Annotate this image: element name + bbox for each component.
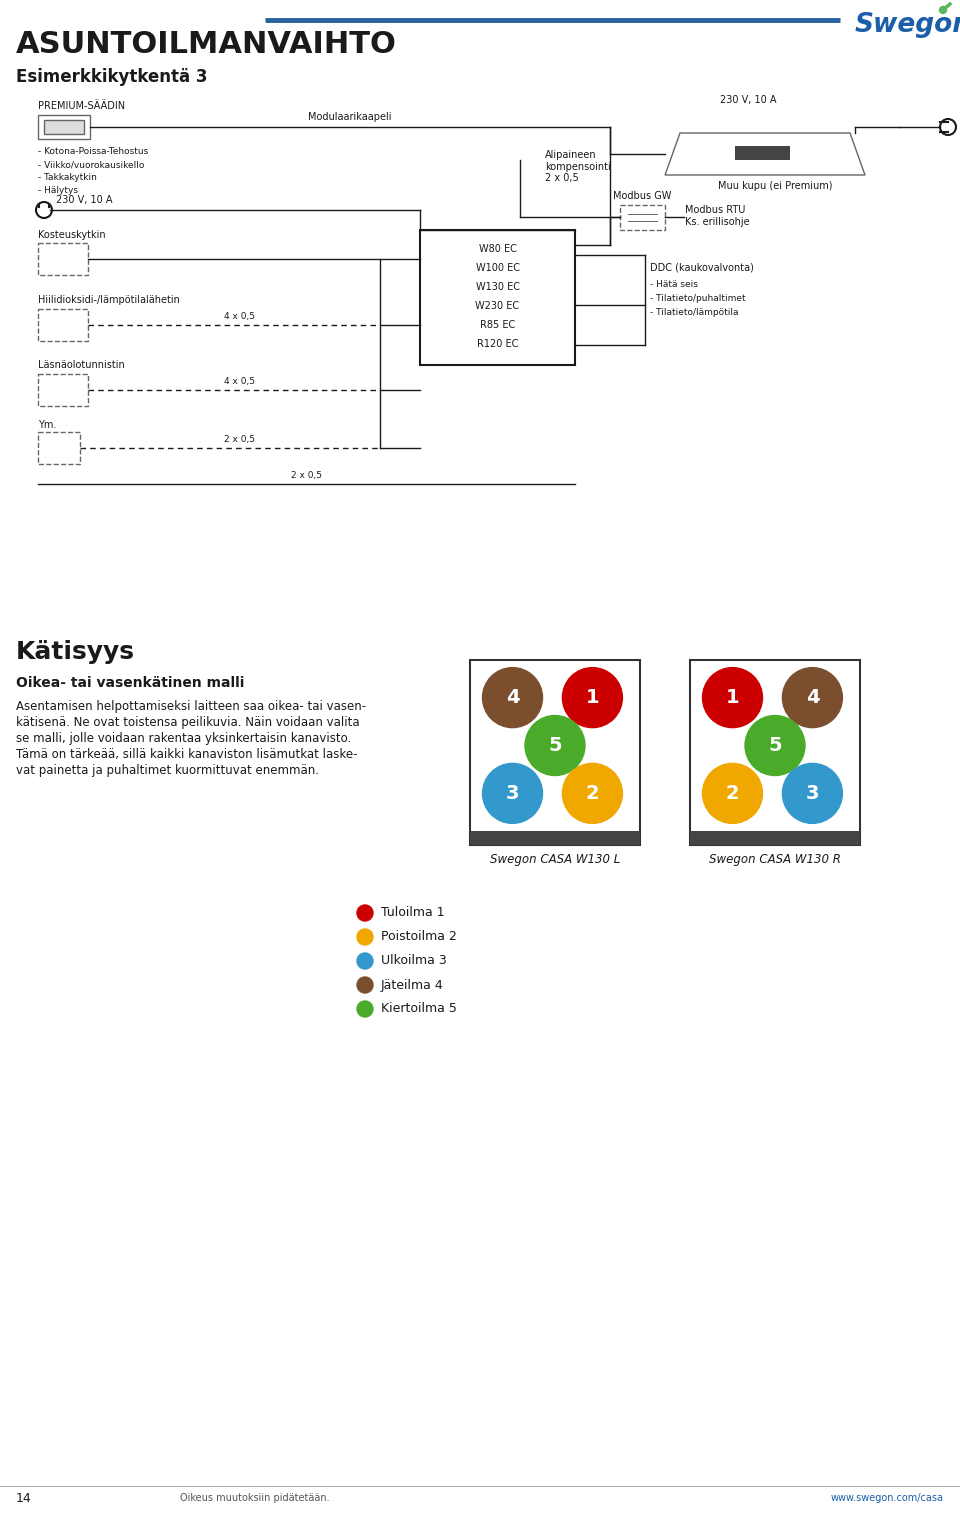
- Text: - Hätä seis: - Hätä seis: [650, 280, 698, 289]
- Text: 2 x 0,5: 2 x 0,5: [291, 471, 322, 480]
- Circle shape: [563, 668, 622, 728]
- Text: W80 EC: W80 EC: [479, 244, 516, 254]
- Text: W130 EC: W130 EC: [475, 282, 519, 292]
- Text: Kiertoilma 5: Kiertoilma 5: [381, 1002, 457, 1016]
- Text: Swegon CASA W130 L: Swegon CASA W130 L: [490, 852, 620, 866]
- Circle shape: [357, 930, 373, 945]
- Text: 1: 1: [586, 689, 599, 707]
- Circle shape: [563, 763, 622, 824]
- Text: 3: 3: [805, 784, 819, 802]
- Text: Läsnäolotunnistin: Läsnäolotunnistin: [38, 360, 125, 369]
- Text: - Tilatieto/lämpötila: - Tilatieto/lämpötila: [650, 307, 738, 316]
- Text: Swegon CASA W130 R: Swegon CASA W130 R: [709, 852, 841, 866]
- Text: Tämä on tärkeää, sillä kaikki kanaviston lisämutkat laske-: Tämä on tärkeää, sillä kaikki kanaviston…: [16, 748, 357, 762]
- Text: 4: 4: [506, 689, 519, 707]
- Circle shape: [782, 668, 843, 728]
- Bar: [38, 431, 80, 463]
- Text: Kätisyys: Kätisyys: [16, 640, 135, 665]
- Circle shape: [357, 952, 373, 969]
- Text: DDC (kaukovalvonta): DDC (kaukovalvonta): [650, 262, 754, 273]
- Text: ASUNTOILMANVAIHTO: ASUNTOILMANVAIHTO: [16, 30, 396, 59]
- Text: Poistoilma 2: Poistoilma 2: [381, 931, 457, 943]
- Text: Asentamisen helpottamiseksi laitteen saa oikea- tai vasen-: Asentamisen helpottamiseksi laitteen saa…: [16, 699, 366, 713]
- Text: - Kotona-Poissa-Tehostus: - Kotona-Poissa-Tehostus: [38, 147, 148, 156]
- Text: W100 EC: W100 EC: [475, 263, 519, 273]
- Text: 2: 2: [726, 784, 739, 802]
- Text: Ulkoilma 3: Ulkoilma 3: [381, 954, 446, 967]
- Bar: [470, 831, 640, 845]
- Circle shape: [782, 763, 843, 824]
- Circle shape: [703, 668, 762, 728]
- Bar: [38, 374, 88, 406]
- Bar: [38, 244, 88, 276]
- Text: se malli, jolle voidaan rakentaa yksinkertaisin kanavisto.: se malli, jolle voidaan rakentaa yksinke…: [16, 731, 351, 745]
- Text: - Tilatieto/puhaltimet: - Tilatieto/puhaltimet: [650, 294, 746, 303]
- Text: 2 x 0,5: 2 x 0,5: [224, 435, 254, 444]
- Text: Modbus GW: Modbus GW: [613, 191, 672, 201]
- Circle shape: [483, 763, 542, 824]
- Text: www.swegon.com/casa: www.swegon.com/casa: [831, 1493, 944, 1503]
- Circle shape: [357, 905, 373, 921]
- Text: Kosteuskytkin: Kosteuskytkin: [38, 230, 106, 241]
- Bar: [690, 831, 860, 845]
- Text: Jäteilma 4: Jäteilma 4: [381, 978, 444, 992]
- Bar: [690, 660, 860, 845]
- Bar: [470, 660, 640, 845]
- Circle shape: [745, 716, 805, 775]
- Text: 5: 5: [768, 736, 781, 755]
- Text: W230 EC: W230 EC: [475, 301, 519, 310]
- Text: Ym.: Ym.: [38, 419, 57, 430]
- Polygon shape: [665, 133, 865, 176]
- Text: Muu kupu (ei Premium): Muu kupu (ei Premium): [718, 182, 832, 191]
- Text: 230 V, 10 A: 230 V, 10 A: [720, 95, 777, 104]
- Text: R85 EC: R85 EC: [480, 319, 516, 330]
- Text: 230 V, 10 A: 230 V, 10 A: [56, 195, 112, 204]
- Text: PREMIUM-SÄÄDIN: PREMIUM-SÄÄDIN: [38, 101, 125, 111]
- Circle shape: [940, 6, 947, 14]
- Text: 2: 2: [586, 784, 599, 802]
- Bar: [620, 204, 665, 230]
- Text: Tuloilma 1: Tuloilma 1: [381, 907, 444, 919]
- Bar: [44, 120, 84, 135]
- Circle shape: [483, 668, 542, 728]
- Text: R120 EC: R120 EC: [477, 339, 518, 350]
- Circle shape: [357, 1001, 373, 1017]
- Text: 3: 3: [506, 784, 519, 802]
- Text: Esimerkkikytkentä 3: Esimerkkikytkentä 3: [16, 68, 207, 86]
- Text: 5: 5: [548, 736, 562, 755]
- Text: vat painetta ja puhaltimet kuormittuvat enemmän.: vat painetta ja puhaltimet kuormittuvat …: [16, 765, 319, 777]
- Text: Modbus RTU
Ks. erillisohje: Modbus RTU Ks. erillisohje: [685, 204, 750, 227]
- Bar: [420, 230, 575, 365]
- Text: Hiilidioksidi-/lämpötilalähetin: Hiilidioksidi-/lämpötilalähetin: [38, 295, 180, 304]
- Text: - Viikko/vuorokausikello: - Viikko/vuorokausikello: [38, 160, 144, 170]
- Circle shape: [525, 716, 585, 775]
- Text: Alipaineen
kompensointi
2 x 0,5: Alipaineen kompensointi 2 x 0,5: [545, 150, 611, 183]
- Text: 4 x 0,5: 4 x 0,5: [224, 377, 254, 386]
- Text: 4 x 0,5: 4 x 0,5: [224, 312, 254, 321]
- Text: 1: 1: [726, 689, 739, 707]
- Bar: [38, 309, 88, 341]
- Text: - Hälytys: - Hälytys: [38, 186, 78, 195]
- Text: - Takkakytkin: - Takkakytkin: [38, 173, 97, 182]
- Text: Oikeus muutoksiin pidätetään.: Oikeus muutoksiin pidätetään.: [180, 1493, 329, 1503]
- Circle shape: [703, 763, 762, 824]
- Text: 4: 4: [805, 689, 819, 707]
- Text: Modulaarikaapeli: Modulaarikaapeli: [308, 112, 392, 123]
- Circle shape: [357, 977, 373, 993]
- Bar: [735, 145, 790, 160]
- Text: Swegon: Swegon: [855, 12, 960, 38]
- Bar: [38, 115, 90, 139]
- Text: kätisenä. Ne ovat toistensa peilikuvia. Näin voidaan valita: kätisenä. Ne ovat toistensa peilikuvia. …: [16, 716, 360, 730]
- Text: Oikea- tai vasenkätinen malli: Oikea- tai vasenkätinen malli: [16, 675, 245, 690]
- Text: 14: 14: [16, 1491, 32, 1505]
